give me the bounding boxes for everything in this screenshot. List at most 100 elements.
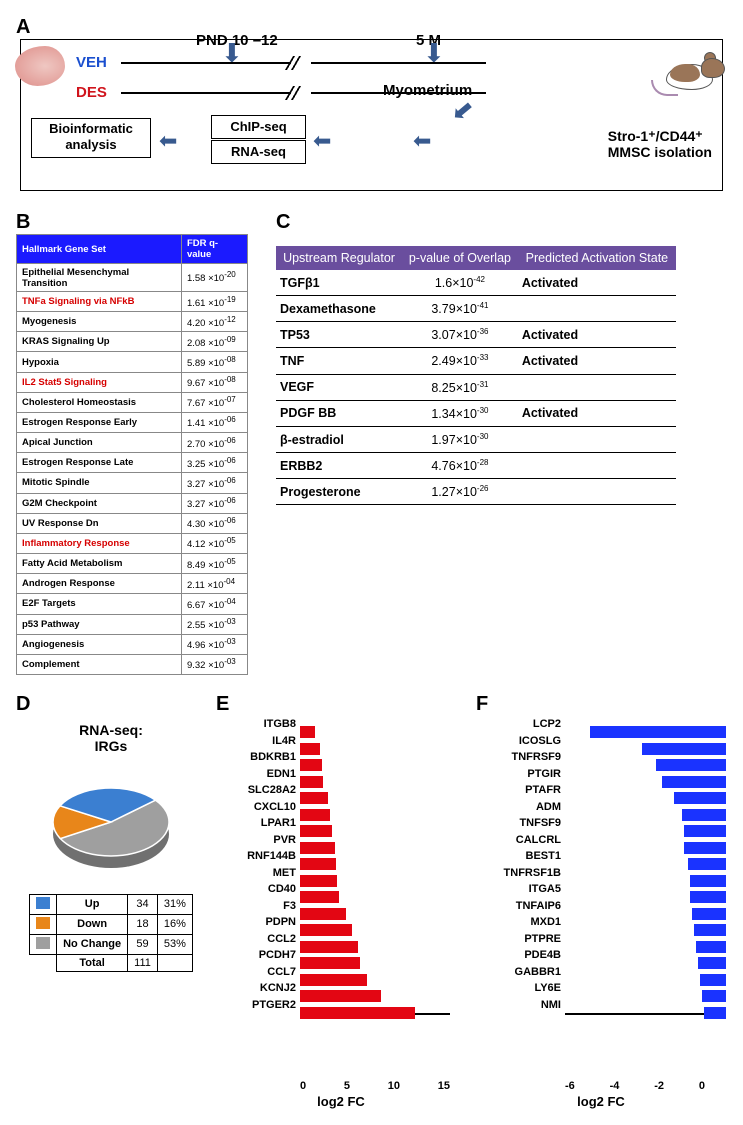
bar xyxy=(300,809,330,821)
table-cell: Down xyxy=(57,914,128,934)
table-row: Down1816% xyxy=(30,914,193,934)
table-cell: 3.27 ×10-06 xyxy=(181,493,247,513)
table-cell: 4.20 ×10-12 xyxy=(181,312,247,332)
bar-row: PVR xyxy=(216,831,466,848)
table-cell: 5.89 ×10-08 xyxy=(181,352,247,372)
bar-row: SLC28A2 xyxy=(216,782,466,799)
bar xyxy=(300,792,328,804)
table-cell xyxy=(30,894,57,914)
th: p-value of Overlap xyxy=(402,246,518,270)
axis-title-f: log2 FC xyxy=(476,1094,726,1109)
panel-a-label: A xyxy=(16,16,30,38)
label-mmsc: Stro-1⁺/CD44⁺ MMSC isolation xyxy=(608,128,712,160)
table-cell: 2.70 ×10-06 xyxy=(181,433,247,453)
bar xyxy=(300,924,352,936)
table-row: No Change5953% xyxy=(30,934,193,954)
gene-label: BEST1 xyxy=(476,850,565,862)
gene-label: KCNJ2 xyxy=(216,982,300,994)
gene-label: EDN1 xyxy=(216,768,300,780)
table-row: Cholesterol Homeostasis7.67 ×10-07 xyxy=(17,392,248,412)
gene-label: RNF144B xyxy=(216,850,300,862)
table-cell: VEGF xyxy=(276,374,402,400)
bar-row: EDN1 xyxy=(216,765,466,782)
table-cell: UV Response Dn xyxy=(17,513,182,533)
gene-label: PTPRE xyxy=(476,933,565,945)
table-cell: Dexamethasone xyxy=(276,296,402,322)
bar xyxy=(300,990,381,1002)
table-cell xyxy=(30,954,57,971)
table-cell: 3.25 ×10-06 xyxy=(181,453,247,473)
bar-row: LPAR1 xyxy=(216,815,466,832)
gene-label: PVR xyxy=(216,834,300,846)
gene-label: PTGIR xyxy=(476,768,565,780)
table-cell: Androgen Response xyxy=(17,574,182,594)
box-chipseq: ChIP-seq xyxy=(211,115,306,139)
table-cell: 1.41 ×10-06 xyxy=(181,412,247,432)
gene-label: PCDH7 xyxy=(216,949,300,961)
gene-label: GABBR1 xyxy=(476,966,565,978)
bar-row: GABBR1 xyxy=(476,963,726,980)
gene-label: CALCRL xyxy=(476,834,565,846)
bar-row: BDKRB1 xyxy=(216,749,466,766)
table-cell: Cholesterol Homeostasis xyxy=(17,392,182,412)
bar-row: NMI xyxy=(476,996,726,1013)
table-row: Mitotic Spindle3.27 ×10-06 xyxy=(17,473,248,493)
table-cell xyxy=(518,296,676,322)
table-row: TNFa Signaling via NFkB1.61 ×10-19 xyxy=(17,292,248,312)
table-cell: 59 xyxy=(128,934,158,954)
bar xyxy=(662,776,726,788)
bar-row: CD40 xyxy=(216,881,466,898)
bar-row: TNFAIP6 xyxy=(476,897,726,914)
table-row: E2F Targets6.67 ×10-04 xyxy=(17,594,248,614)
gene-label: LPAR1 xyxy=(216,817,300,829)
gene-label: TNFRSF9 xyxy=(476,751,565,763)
table-row: UV Response Dn4.30 ×10-06 xyxy=(17,513,248,533)
table-cell: 3.07×10-36 xyxy=(402,322,518,348)
bar xyxy=(300,825,332,837)
table-cell: Estrogen Response Early xyxy=(17,412,182,432)
table-cell: Inflammatory Response xyxy=(17,533,182,553)
table-cell: 4.96 ×10-03 xyxy=(181,634,247,654)
table-cell: Complement xyxy=(17,654,182,674)
table-cell: Fatty Acid Metabolism xyxy=(17,554,182,574)
panel-d-title: RNA-seq: IRGs xyxy=(16,722,206,754)
pup-illustration xyxy=(15,46,65,86)
bar xyxy=(674,792,726,804)
table-cell: 31% xyxy=(157,894,192,914)
table-b: Hallmark Gene SetFDR q-value Epithelial … xyxy=(16,234,248,675)
panel-d: D RNA-seq: IRGs Up3431%Down1816%No Chang… xyxy=(16,693,206,972)
bar-row: CXCL10 xyxy=(216,798,466,815)
table-cell: Activated xyxy=(518,400,676,426)
bar-row: MXD1 xyxy=(476,914,726,931)
table-cell: 8.25×10-31 xyxy=(402,374,518,400)
bar xyxy=(300,891,339,903)
table-row: Up3431% xyxy=(30,894,193,914)
bar xyxy=(300,875,337,887)
table-cell: 53% xyxy=(157,934,192,954)
gene-label: PTGER2 xyxy=(216,999,300,1011)
table-row: Dexamethasone3.79×10-41 xyxy=(276,296,676,322)
table-cell: β-estradiol xyxy=(276,426,402,452)
label-veh: VEH xyxy=(76,54,107,71)
bar-row: LCP2 xyxy=(476,716,726,733)
table-row: Complement9.32 ×10-03 xyxy=(17,654,248,674)
bar xyxy=(702,990,726,1002)
panel-a-diagram: PND 10 –12 5 M VEH DES Myometrium ⬇ ⬇ ⬇ … xyxy=(20,39,723,191)
table-row: Fatty Acid Metabolism8.49 ×10-05 xyxy=(17,554,248,574)
table-row: ERBB24.76×10-28 xyxy=(276,453,676,479)
table-row: IL2 Stat5 Signaling9.67 ×10-08 xyxy=(17,372,248,392)
table-cell: 4.30 ×10-06 xyxy=(181,513,247,533)
pie-chart xyxy=(41,764,181,884)
bar xyxy=(704,1007,726,1019)
table-cell: Mitotic Spindle xyxy=(17,473,182,493)
table-cell: 1.61 ×10-19 xyxy=(181,292,247,312)
table-cell: TGFβ1 xyxy=(276,270,402,296)
bar-chart-f: LCP2ICOSLGTNFRSF9PTGIRPTAFRADMTNFSF9CALC… xyxy=(476,716,726,1076)
bar-row: LY6E xyxy=(476,980,726,997)
gene-label: CCL2 xyxy=(216,933,300,945)
table-cell: 18 xyxy=(128,914,158,934)
bar xyxy=(590,726,726,738)
table-cell xyxy=(157,954,192,971)
gene-label: PDE4B xyxy=(476,949,565,961)
table-cell xyxy=(30,934,57,954)
